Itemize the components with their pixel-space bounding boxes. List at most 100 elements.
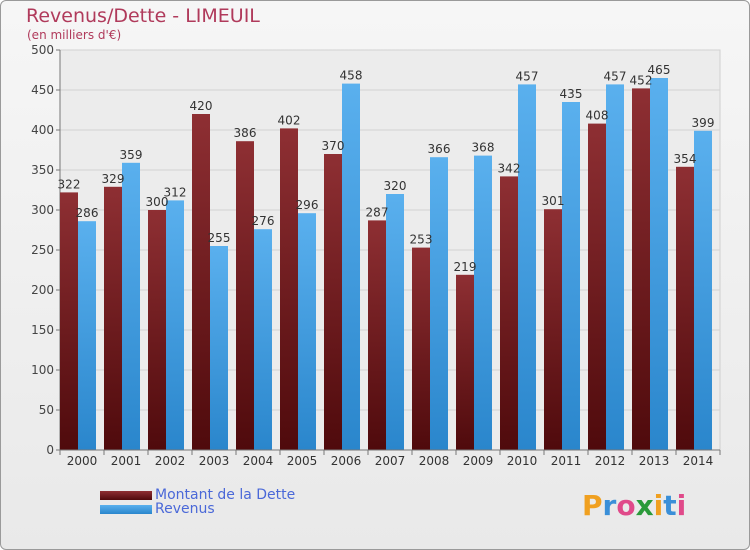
- logo-letter: P: [582, 489, 603, 522]
- data-label-dette: 219: [454, 260, 477, 274]
- data-label-dette: 370: [322, 139, 345, 153]
- data-label-dette: 420: [190, 99, 213, 113]
- data-label-dette: 408: [586, 109, 609, 123]
- bar-revenus: [518, 84, 536, 451]
- x-tick-label: 2007: [375, 454, 406, 468]
- data-label-dette: 354: [674, 152, 697, 166]
- data-label-dette: 342: [498, 161, 521, 175]
- legend-swatch-revenus: [100, 504, 152, 514]
- data-label-dette: 322: [58, 177, 81, 191]
- bar-dette: [676, 166, 694, 451]
- x-tick-label: 2000: [67, 454, 98, 468]
- bar-revenus: [694, 130, 712, 451]
- bar-dette: [324, 154, 342, 450]
- logo-letter: i: [676, 489, 687, 522]
- bar-revenus: [606, 84, 624, 451]
- bar-dette: [632, 88, 650, 451]
- data-label-revenus: 359: [120, 148, 143, 162]
- y-tick-label: 450: [31, 83, 54, 97]
- bar-dette: [236, 141, 254, 450]
- bars: [60, 78, 712, 451]
- x-tick-label: 2013: [639, 454, 670, 468]
- data-label-dette: 287: [366, 205, 389, 219]
- data-label-dette: 452: [630, 73, 653, 87]
- y-tick-label: 50: [39, 403, 54, 417]
- data-label-revenus: 457: [604, 69, 627, 83]
- bar-revenus: [386, 194, 404, 450]
- data-label-revenus: 286: [76, 206, 99, 220]
- x-axis-ticks: 2000 2001 2002 2003 2004 2005 2006 2007 2008 2009…: [59, 449, 721, 468]
- x-tick-label: 2012: [595, 454, 626, 468]
- bar-dette: [412, 247, 430, 450]
- legend-label-dette: Montant de la Dette: [155, 487, 296, 503]
- y-tick-label: 200: [31, 283, 54, 297]
- bar-dette: [192, 114, 210, 450]
- data-label-revenus: 296: [296, 198, 319, 212]
- logo-letter: r: [602, 489, 617, 522]
- y-tick-label: 350: [31, 163, 54, 177]
- bar-revenus: [650, 78, 668, 450]
- bar-dette: [544, 209, 562, 450]
- bar-revenus: [166, 200, 184, 450]
- logo-letter: t: [663, 489, 677, 522]
- bar-revenus: [254, 229, 272, 450]
- data-label-revenus: 255: [208, 231, 231, 245]
- data-label-revenus: 312: [164, 185, 187, 199]
- x-tick-label: 2001: [111, 454, 142, 468]
- x-tick-label: 2011: [551, 454, 582, 468]
- x-tick-label: 2009: [463, 454, 494, 468]
- x-tick-label: 2002: [155, 454, 186, 468]
- y-tick-label: 0: [46, 443, 54, 457]
- x-tick-label: 2008: [419, 454, 450, 468]
- bar-dette: [60, 192, 78, 450]
- bar-dette: [368, 220, 386, 450]
- data-label-revenus: 458: [340, 69, 363, 83]
- data-label-dette: 386: [234, 126, 257, 140]
- data-label-dette: 300: [146, 195, 169, 209]
- bar-revenus: [474, 155, 492, 450]
- bar-revenus: [210, 246, 228, 450]
- data-label-revenus: 320: [384, 179, 407, 193]
- legend-swatch-dette: [100, 490, 152, 500]
- y-tick-label: 300: [31, 203, 54, 217]
- x-tick-label: 2005: [287, 454, 318, 468]
- y-axis-ticks: 0 50 100 150 200 250 300 350 400 450 500: [31, 43, 61, 457]
- logo-letter: x: [635, 489, 654, 522]
- x-tick-label: 2006: [331, 454, 362, 468]
- x-tick-label: 2004: [243, 454, 274, 468]
- y-tick-label: 500: [31, 43, 54, 57]
- data-label-revenus: 368: [472, 141, 495, 155]
- data-label-dette: 301: [542, 194, 565, 208]
- bar-dette: [588, 123, 606, 450]
- bar-revenus: [78, 221, 96, 450]
- x-tick-label: 2010: [507, 454, 538, 468]
- data-label-dette: 329: [102, 172, 125, 186]
- logo-letter: o: [616, 489, 636, 522]
- proxiti-logo: Proxiti: [582, 489, 686, 522]
- logo-letter: i: [653, 489, 664, 522]
- y-tick-label: 250: [31, 243, 54, 257]
- chart-subtitle: (en milliers d'€): [27, 28, 122, 42]
- legend-item-revenus: Revenus: [100, 501, 215, 517]
- bar-revenus: [430, 157, 448, 450]
- data-label-revenus: 457: [516, 69, 539, 83]
- bar-revenus: [562, 102, 580, 450]
- bar-dette: [500, 176, 518, 450]
- data-label-revenus: 465: [648, 63, 671, 77]
- x-tick-label: 2003: [199, 454, 230, 468]
- legend-label-revenus: Revenus: [155, 501, 215, 517]
- y-tick-label: 150: [31, 323, 54, 337]
- data-label-revenus: 399: [692, 116, 715, 130]
- bar-dette: [280, 128, 298, 450]
- y-tick-label: 100: [31, 363, 54, 377]
- data-label-revenus: 366: [428, 142, 451, 156]
- x-tick-label: 2014: [683, 454, 714, 468]
- bar-dette: [148, 210, 166, 450]
- legend-item-dette: Montant de la Dette: [100, 487, 296, 503]
- y-tick-label: 400: [31, 123, 54, 137]
- data-label-revenus: 276: [252, 214, 275, 228]
- data-label-dette: 402: [278, 113, 301, 127]
- bar-revenus: [298, 213, 316, 450]
